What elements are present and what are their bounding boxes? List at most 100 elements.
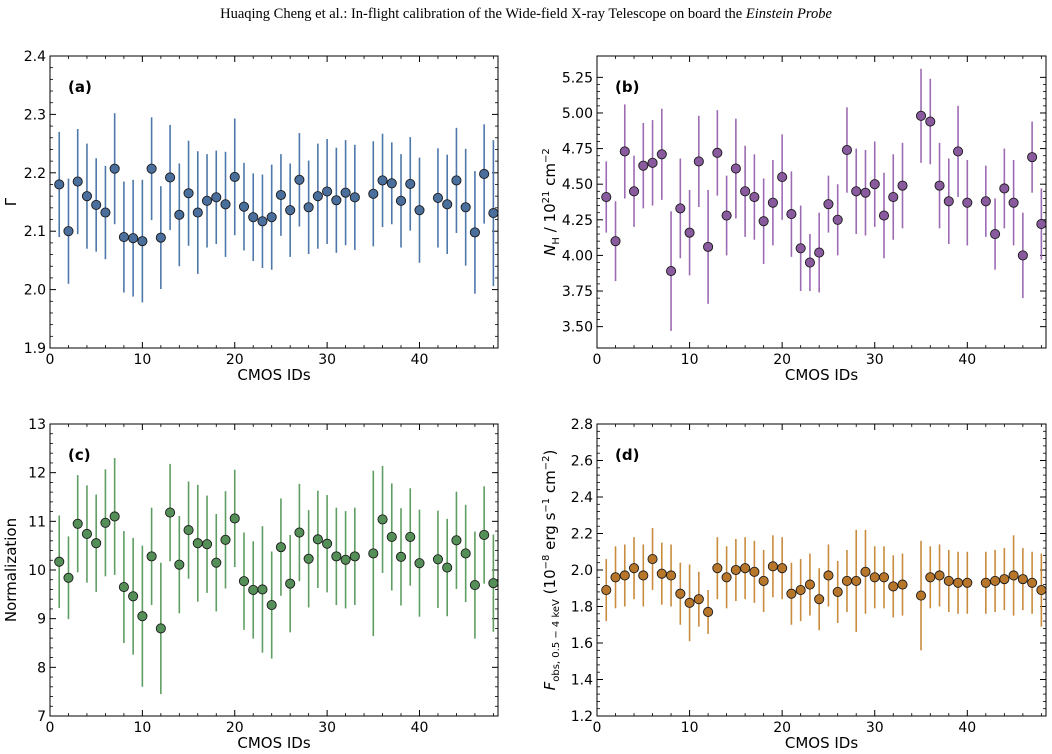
data-point xyxy=(183,188,194,199)
data-point xyxy=(628,186,640,197)
data-point xyxy=(638,160,649,171)
x-tick-label: 0 xyxy=(46,352,55,368)
data-point xyxy=(349,192,360,203)
data-point xyxy=(786,209,797,220)
data-point xyxy=(721,572,732,583)
data-point xyxy=(460,548,471,559)
data-point xyxy=(804,579,815,590)
data-point xyxy=(888,581,899,592)
data-point xyxy=(851,575,862,587)
data-point xyxy=(432,192,444,203)
data-point xyxy=(943,575,954,587)
data-point xyxy=(823,570,834,581)
data-point xyxy=(1027,577,1038,588)
data-point xyxy=(1008,197,1019,208)
data-point xyxy=(934,570,945,581)
data-point xyxy=(109,163,120,174)
data-point xyxy=(666,266,677,277)
y-tick-label: 2.2 xyxy=(24,166,46,182)
data-point xyxy=(684,597,695,608)
plot-frame xyxy=(596,55,1047,349)
data-point xyxy=(368,548,379,559)
data-point xyxy=(721,210,732,221)
data-point xyxy=(460,202,471,213)
y-tick-label: 7 xyxy=(37,709,46,725)
y-tick-label: 2.8 xyxy=(571,417,593,433)
x-tick-label: 10 xyxy=(681,720,699,736)
data-point xyxy=(962,197,973,208)
y-tick-label: 4.25 xyxy=(562,213,593,229)
data-point xyxy=(377,175,388,186)
data-point xyxy=(767,561,778,572)
panel-b: 0 10 20 30 40 3.50 3.75 4.00 4.25 4.50 4.75 5.00 5.2… xyxy=(541,55,1047,384)
y-axis-label: Normalization xyxy=(2,518,20,622)
data-point xyxy=(740,563,751,574)
data-point xyxy=(878,572,890,583)
data-point xyxy=(1036,219,1047,230)
data-point xyxy=(451,535,462,546)
data-point xyxy=(192,207,203,218)
plot-frame xyxy=(49,55,499,349)
data-point xyxy=(146,163,157,174)
data-point xyxy=(897,180,908,191)
data-point xyxy=(479,168,490,180)
data-point xyxy=(211,557,222,568)
data-point xyxy=(405,531,416,542)
y-tick-label: 2.0 xyxy=(24,283,46,299)
data-point xyxy=(656,568,667,579)
data-point xyxy=(118,231,129,243)
data-point xyxy=(211,192,222,203)
data-point xyxy=(340,554,351,565)
data-point xyxy=(137,236,148,247)
data-point xyxy=(72,518,83,529)
data-point xyxy=(201,539,213,550)
data-point xyxy=(488,208,499,219)
y-tick-label: 1.8 xyxy=(571,600,593,616)
data-point xyxy=(777,172,788,183)
data-point xyxy=(749,566,760,577)
y-tick-label: 3.75 xyxy=(562,284,593,300)
data-point xyxy=(54,556,65,567)
data-point xyxy=(395,195,407,206)
data-point xyxy=(758,575,769,587)
x-tick-label: 10 xyxy=(133,352,151,368)
data-point xyxy=(368,188,379,199)
data-point xyxy=(238,201,250,212)
data-point xyxy=(451,175,462,186)
data-point xyxy=(469,227,480,238)
x-tick-label: 20 xyxy=(226,720,244,736)
y-tick-label: 8 xyxy=(37,660,46,676)
y-tick-label: 4.75 xyxy=(562,142,593,158)
y-tick-label: 3.50 xyxy=(562,320,593,336)
panel-label: (c) xyxy=(68,446,91,464)
data-point xyxy=(285,205,296,216)
y-tick-label: 1.2 xyxy=(571,709,593,725)
data-point xyxy=(442,562,453,573)
y-tick-label: 1.4 xyxy=(571,673,593,689)
data-point xyxy=(619,570,630,581)
x-axis-label: CMOS IDs xyxy=(237,366,310,384)
x-tick-label: 20 xyxy=(773,352,791,368)
data-point xyxy=(693,594,704,605)
data-point xyxy=(146,551,157,562)
data-point xyxy=(712,563,723,574)
data-point xyxy=(395,551,407,562)
data-point xyxy=(405,178,416,189)
data-point xyxy=(1017,574,1028,585)
data-point xyxy=(229,513,240,524)
data-point xyxy=(414,205,425,216)
y-axis-label: Γ xyxy=(2,197,20,206)
data-point xyxy=(266,599,277,611)
x-axis-label: CMOS IDs xyxy=(785,366,858,384)
data-point xyxy=(851,186,862,197)
y-tick-label: 2.4 xyxy=(24,49,46,65)
data-point xyxy=(786,588,797,599)
data-point xyxy=(488,578,499,589)
data-point xyxy=(962,577,973,588)
data-point xyxy=(312,191,323,202)
data-point xyxy=(479,529,490,541)
plot-frame xyxy=(49,423,499,717)
y-tick-label: 4.50 xyxy=(562,177,593,193)
data-point xyxy=(183,525,194,536)
data-point xyxy=(804,257,815,268)
